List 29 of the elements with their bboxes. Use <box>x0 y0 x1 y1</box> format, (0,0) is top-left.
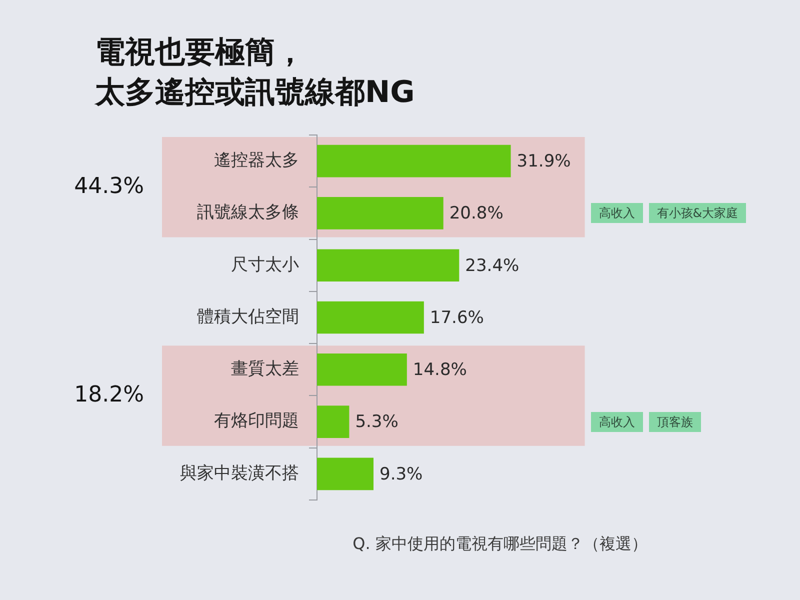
y-tick-label: 遙控器太多 <box>214 150 299 170</box>
bar <box>317 197 444 230</box>
text: Q. 家中使用的電視有哪些問題？（複選） <box>352 534 648 554</box>
text: 高收入 <box>590 412 643 432</box>
bar <box>317 249 460 282</box>
chart-title: 電視也要極簡，太多遙控或訊號線都NG <box>94 35 415 110</box>
band-label: 18.2% <box>74 382 144 408</box>
y-tick-label: 訊號線太多條 <box>197 202 299 223</box>
y-tick-label: 與家中裝潢不搭 <box>180 463 299 484</box>
bar <box>317 353 407 386</box>
data-label: 17.6% <box>430 308 484 328</box>
y-tick-label: 畫質太差 <box>231 359 299 380</box>
y-tick-label: 尺寸太小 <box>231 254 299 275</box>
y-tick-label: 有烙印問題 <box>214 411 299 432</box>
data-label: 5.3% <box>355 412 398 432</box>
data-label: 23.4% <box>465 256 520 276</box>
bar <box>317 406 350 438</box>
bar <box>317 301 424 334</box>
bar <box>317 144 511 178</box>
data-label: 14.8% <box>412 360 467 380</box>
data-label: 20.8% <box>449 204 504 224</box>
band-label: 44.3% <box>74 174 144 199</box>
data-label: 9.3% <box>379 464 423 484</box>
bar <box>317 458 374 490</box>
data-label: 31.9% <box>516 151 571 172</box>
y-tick-label: 體積大佔空間 <box>197 306 299 327</box>
text: 有小孩&大家庭 <box>648 203 746 224</box>
text: 頂客族 <box>648 412 701 432</box>
text: 高收入 <box>590 203 643 224</box>
